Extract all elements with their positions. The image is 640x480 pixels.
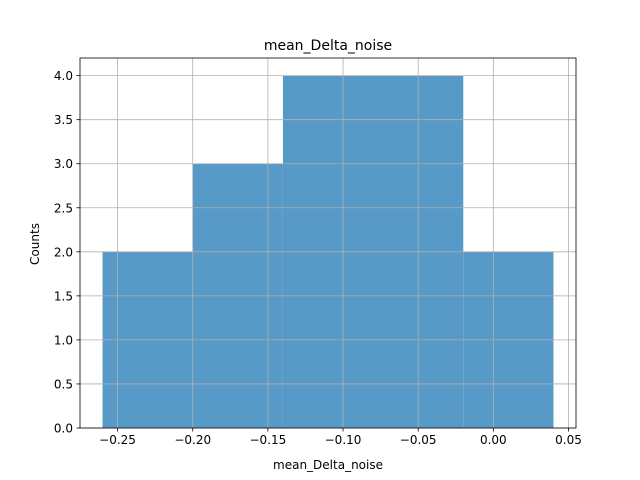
x-axis-label: mean_Delta_noise <box>273 458 383 472</box>
axes-frame <box>79 57 577 429</box>
y-tick-label-6: 3.0 <box>54 157 73 171</box>
y-tick-label-8: 4.0 <box>54 69 73 83</box>
y-tick-label-1: 0.5 <box>54 377 73 391</box>
ticks-layer: −0.25 −0.20 −0.15 −0.10 −0.05 0.00 0.05 0.0 0.5 1… <box>54 69 582 447</box>
x-tick-label-2: −0.15 <box>249 433 286 447</box>
y-tick-label-4: 2.0 <box>54 245 73 259</box>
y-tick-label-3: 1.5 <box>54 289 73 303</box>
y-tick-label-2: 1.0 <box>54 333 73 347</box>
x-tick-label-4: −0.05 <box>400 433 437 447</box>
y-tick-label-0: 0.0 <box>54 422 73 436</box>
x-tick-label-0: −0.25 <box>99 433 136 447</box>
grid-layer <box>80 58 576 429</box>
axes-layer <box>79 57 577 429</box>
x-tick-label-3: −0.10 <box>325 433 362 447</box>
y-axis-label: Counts <box>28 223 42 265</box>
y-tick-label-7: 3.5 <box>54 113 73 127</box>
chart-title: mean_Delta_noise <box>264 38 392 54</box>
x-tick-label-5: 0.00 <box>480 433 507 447</box>
y-tick-label-5: 2.5 <box>54 201 73 215</box>
x-tick-label-6: 0.05 <box>555 433 582 447</box>
x-tick-label-1: −0.20 <box>174 433 211 447</box>
